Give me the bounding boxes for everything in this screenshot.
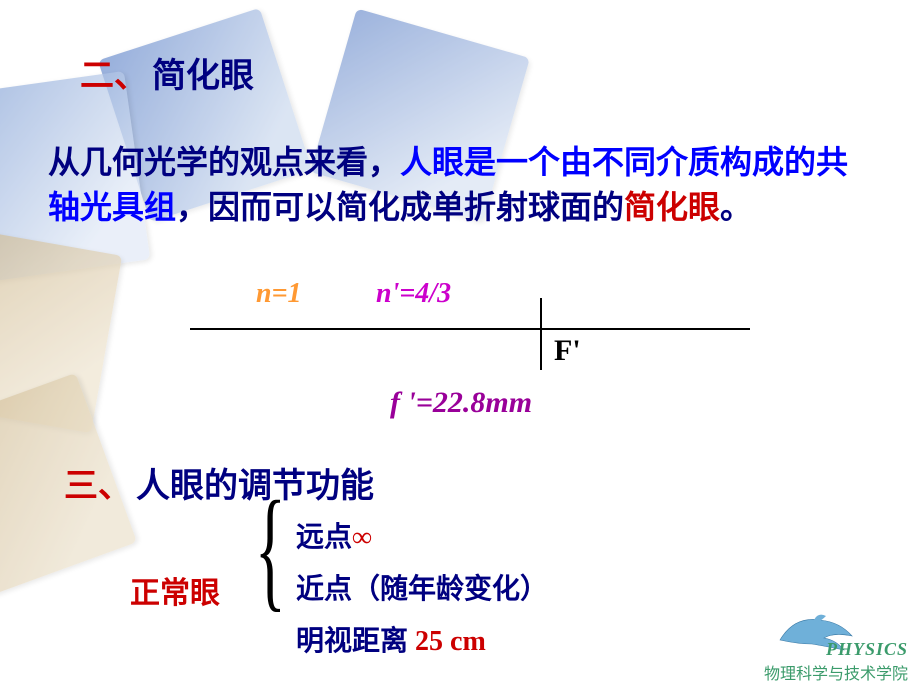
left-brace: { [255,481,286,617]
clear-vision-value: 25 cm [415,626,486,657]
refractive-index-n1: n=1 [256,278,302,310]
focal-length-value: f '=22.8mm [390,386,532,420]
normal-eye-block: 正常眼 { 远点∞ 近点（随年龄变化） 明视距离 25 cm [130,506,690,676]
item-clear-vision-distance: 明视距离 25 cm [296,616,548,668]
item-far-point: 远点∞ [296,512,548,564]
section-2-heading: 二、简化眼 [80,48,254,97]
para-pre: 从几何光学的观点来看， [48,144,400,180]
footer: PHYSICS 物理科学与技术学院 [764,639,908,684]
optical-axis [190,328,750,330]
footer-physics: PHYSICS [764,639,908,660]
refractive-index-n2: n'=4/3 [376,278,451,310]
optics-diagram: n=1 n'=4/3 F' f '=22.8mm [190,278,750,418]
para-mid: ，因而可以简化成单折射球面的 [176,189,624,225]
section-3-number: 三、 [64,468,132,505]
section-2-number: 二、 [80,58,148,95]
normal-eye-label: 正常眼 [130,568,220,612]
para-post: 。 [720,189,752,225]
section-3-heading: 三、人眼的调节功能 [64,458,374,507]
section-2-title: 简化眼 [152,58,254,95]
focal-point-label: F' [554,334,581,368]
item-near-point: 近点（随年龄变化） [296,564,548,616]
para-highlight-red: 简化眼 [624,189,720,225]
footer-department: 物理科学与技术学院 [764,660,908,684]
slide: 二、简化眼 从几何光学的观点来看，人眼是一个由不同介质构成的共轴光具组，因而可以… [0,0,920,690]
infinity-symbol: ∞ [352,522,372,553]
normal-eye-items: 远点∞ 近点（随年龄变化） 明视距离 25 cm [296,512,548,667]
refracting-surface [540,298,542,370]
section-2-paragraph: 从几何光学的观点来看，人眼是一个由不同介质构成的共轴光具组，因而可以简化成单折射… [48,140,860,230]
